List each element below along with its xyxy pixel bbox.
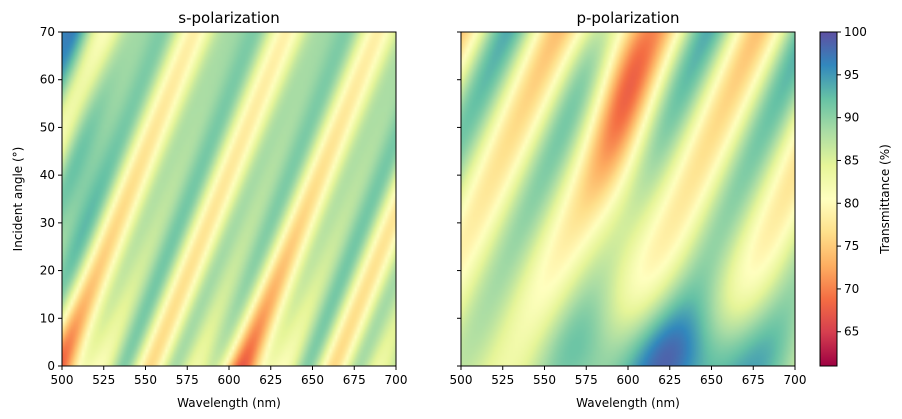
y-tick-label: 70 xyxy=(40,25,55,39)
x-tick-label: 625 xyxy=(658,373,681,387)
x-tick-label: 575 xyxy=(176,373,199,387)
x-axis-label: Wavelength (nm) xyxy=(177,396,281,410)
colorbar-tick-label: 80 xyxy=(844,196,859,210)
heatmap-image xyxy=(62,32,396,366)
panel-p-polarization: p-polarization 500 525 550 575 600 625 650 675 7… xyxy=(450,9,807,410)
panel-title: s-polarization xyxy=(178,9,279,27)
colorbar-gradient xyxy=(820,32,837,366)
x-axis: 500 525 550 575 600 625 650 675 700 xyxy=(51,366,408,387)
y-tick-label: 40 xyxy=(40,168,55,182)
colorbar-tick-label: 85 xyxy=(844,153,859,167)
x-tick-label: 575 xyxy=(575,373,598,387)
colorbar-axis: 65 70 75 80 85 90 95 100 xyxy=(837,25,867,339)
x-tick-label: 700 xyxy=(784,373,807,387)
x-tick-label: 500 xyxy=(51,373,74,387)
x-tick-label: 625 xyxy=(259,373,282,387)
x-tick-label: 525 xyxy=(491,373,514,387)
x-tick-label: 700 xyxy=(385,373,408,387)
panel-s-polarization: s-polarization 500 525 550 575 600 625 650 675 7… xyxy=(11,9,407,410)
colorbar-tick-label: 100 xyxy=(844,25,867,39)
colorbar-tick-label: 65 xyxy=(844,325,859,339)
x-tick-label: 600 xyxy=(218,373,241,387)
panel-title: p-polarization xyxy=(576,9,679,27)
y-axis: 0 10 20 30 40 50 60 70 xyxy=(40,25,62,373)
x-tick-label: 525 xyxy=(92,373,115,387)
x-axis: 500 525 550 575 600 625 650 675 700 xyxy=(450,366,807,387)
x-tick-label: 500 xyxy=(450,373,473,387)
colorbar: 65 70 75 80 85 90 95 100 Transmittance (%) xyxy=(819,25,892,367)
heatmap-image xyxy=(461,32,795,366)
colorbar-tick-label: 75 xyxy=(844,239,859,253)
y-tick-label: 20 xyxy=(40,264,55,278)
x-tick-label: 550 xyxy=(533,373,556,387)
y-tick-label: 50 xyxy=(40,120,55,134)
y-tick-label: 0 xyxy=(47,359,55,373)
y-tick-label: 30 xyxy=(40,216,55,230)
x-tick-label: 675 xyxy=(343,373,366,387)
colorbar-frame xyxy=(819,31,838,367)
y-axis-label: Incident angle (°) xyxy=(11,147,25,252)
colorbar-tick-label: 90 xyxy=(844,111,859,125)
x-tick-label: 550 xyxy=(134,373,157,387)
colorbar-tick-label: 95 xyxy=(844,68,859,82)
y-tick-label: 10 xyxy=(40,311,55,325)
colorbar-label: Transmittance (%) xyxy=(878,144,892,255)
x-tick-label: 650 xyxy=(700,373,723,387)
x-tick-label: 600 xyxy=(617,373,640,387)
y-tick-label: 60 xyxy=(40,73,55,87)
x-tick-label: 650 xyxy=(301,373,324,387)
x-axis-label: Wavelength (nm) xyxy=(576,396,680,410)
colorbar-tick-label: 70 xyxy=(844,282,859,296)
y-axis xyxy=(457,31,461,367)
x-tick-label: 675 xyxy=(742,373,765,387)
